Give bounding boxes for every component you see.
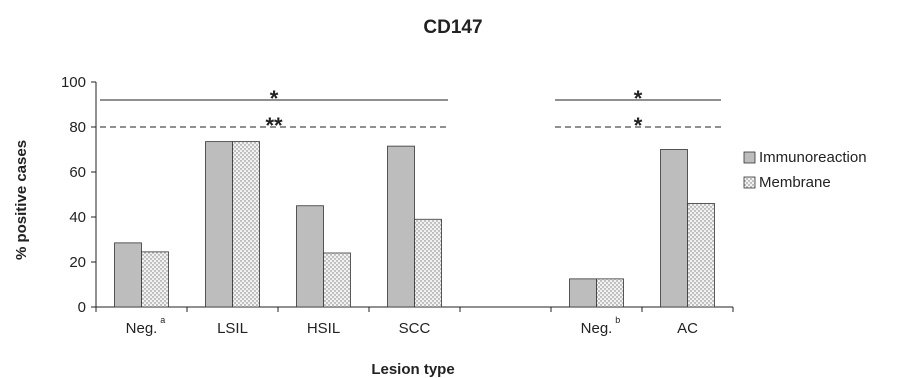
legend-label-membrane: Membrane [759, 174, 831, 191]
y-tick-label: 20 [69, 254, 86, 271]
legend: Immunoreaction Membrane [743, 149, 867, 191]
y-tick-label: 80 [69, 119, 86, 136]
y-tick-label: 40 [69, 209, 86, 226]
x-tick-label: SCC [399, 320, 431, 337]
bar-immunoreaction [569, 278, 597, 308]
significance-marker: * [270, 86, 279, 111]
bar-membrane [596, 278, 624, 308]
y-tick-label: 0 [78, 299, 86, 316]
x-tick-superscript: b [615, 315, 620, 325]
x-tick-label: LSIL [217, 320, 248, 337]
legend-swatch-membrane [743, 176, 756, 189]
bar-membrane [232, 141, 260, 308]
significance-marker: * [634, 113, 643, 138]
bar-immunoreaction [114, 242, 142, 308]
legend-swatch-immunoreaction [743, 151, 756, 164]
y-tick-label: 60 [69, 164, 86, 181]
legend-label-immunoreaction: Immunoreaction [759, 149, 867, 166]
x-tick-label: Neg. [126, 320, 158, 337]
bar-immunoreaction [660, 149, 688, 308]
y-axis-label: % positive cases [13, 140, 30, 260]
bar-membrane [687, 203, 715, 308]
x-tick-superscript: a [160, 315, 165, 325]
bar-membrane [323, 252, 351, 308]
y-tick-label: 100 [61, 74, 86, 91]
x-tick-label: AC [677, 320, 698, 337]
bar-membrane [414, 218, 442, 308]
x-axis-label: Lesion type [371, 361, 454, 378]
x-tick-label: HSIL [307, 320, 340, 337]
bar-immunoreaction [296, 205, 324, 308]
bar-membrane [141, 251, 169, 308]
bar-immunoreaction [387, 145, 415, 308]
bar-immunoreaction [205, 141, 233, 308]
significance-marker: * [634, 86, 643, 111]
chart-title: CD147 [423, 17, 482, 38]
significance-marker: ** [265, 113, 283, 138]
x-tick-label: Neg. [581, 320, 613, 337]
